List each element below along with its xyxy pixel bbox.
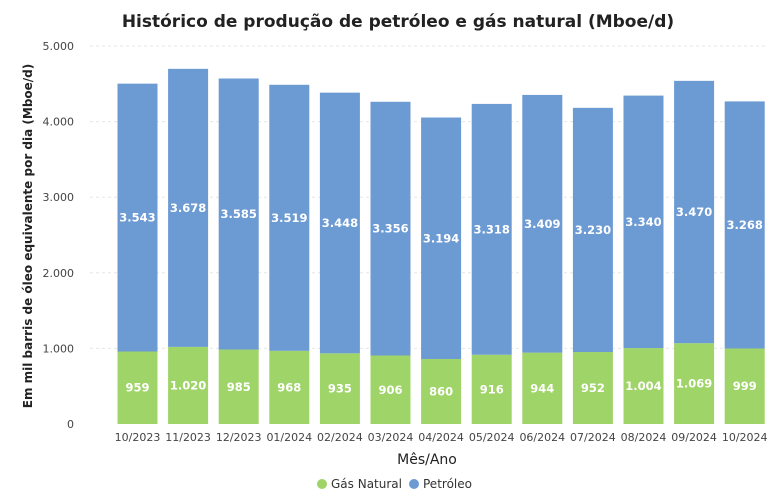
legend-label: Gás Natural (331, 477, 402, 491)
y-tick-label: 2.000 (43, 267, 75, 280)
bar-petroleo (370, 101, 411, 356)
bar-petroleo (421, 117, 462, 359)
x-tick-label: 10/2024 (722, 431, 768, 444)
data-label-gas-natural: 1.020 (170, 378, 206, 392)
data-label-gas-natural: 999 (733, 379, 757, 393)
y-tick-label: 3.000 (43, 191, 75, 204)
data-label-gas-natural: 906 (378, 383, 402, 397)
chart-title: Histórico de produção de petróleo e gás … (122, 12, 674, 32)
bar-gas-natural (370, 355, 411, 424)
x-tick-label: 05/2024 (469, 431, 515, 444)
data-label-petroleo: 3.409 (524, 217, 560, 231)
data-label-gas-natural: 916 (480, 382, 504, 396)
data-label-gas-natural: 968 (277, 380, 301, 394)
x-tick-label: 03/2024 (368, 431, 414, 444)
bar-petroleo (724, 101, 765, 349)
data-label-petroleo: 3.678 (170, 201, 206, 215)
data-label-petroleo: 3.356 (372, 222, 408, 236)
bars: 959 3.543 1.020 3.678 985 3.585 968 3.519 935 3.4… (117, 68, 765, 424)
bar-gas-natural (674, 343, 715, 424)
x-tick-label: 08/2024 (621, 431, 667, 444)
bar-petroleo (572, 107, 613, 353)
legend-label: Petróleo (423, 477, 472, 491)
data-label-gas-natural: 985 (227, 380, 251, 394)
bar-gas-natural (421, 358, 462, 424)
x-tick-label: 09/2024 (671, 431, 717, 444)
bar-petroleo (117, 83, 158, 352)
data-label-gas-natural: 860 (429, 384, 453, 398)
legend-marker (317, 479, 327, 489)
data-label-gas-natural: 959 (125, 381, 149, 395)
data-label-petroleo: 3.448 (322, 216, 358, 230)
bar-petroleo (623, 95, 664, 349)
data-label-petroleo: 3.230 (575, 223, 611, 237)
data-label-gas-natural: 944 (530, 381, 554, 395)
data-label-gas-natural: 1.004 (625, 379, 661, 393)
x-tick-label: 06/2024 (519, 431, 565, 444)
bar-petroleo (674, 80, 715, 344)
data-label-gas-natural: 1.069 (676, 377, 712, 391)
data-label-petroleo: 3.194 (423, 231, 459, 245)
bar-gas-natural (724, 348, 765, 424)
data-label-gas-natural: 952 (581, 381, 605, 395)
y-tick-label: 0 (67, 418, 74, 431)
bar-gas-natural (572, 352, 613, 424)
bar-gas-natural (269, 350, 310, 424)
y-axis-label: Em mil barris de óleo equivalente por di… (21, 64, 35, 408)
data-label-petroleo: 3.318 (474, 222, 510, 236)
x-tick-labels: 10/2023 11/2023 12/2023 01/2024 02/2024 03/20… (115, 431, 768, 444)
legend-marker (409, 479, 419, 489)
x-tick-label: 01/2024 (266, 431, 312, 444)
data-label-petroleo: 3.268 (727, 218, 763, 232)
x-axis-label: Mês/Ano (397, 452, 457, 468)
x-tick-label: 04/2024 (418, 431, 464, 444)
bar-gas-natural (218, 349, 259, 424)
bar-gas-natural (168, 346, 209, 424)
bar-gas-natural (623, 348, 664, 424)
bar-gas-natural (471, 354, 512, 424)
data-label-petroleo: 3.519 (271, 211, 307, 225)
x-tick-label: 12/2023 (216, 431, 262, 444)
bar-petroleo (319, 92, 360, 354)
x-tick-label: 07/2024 (570, 431, 616, 444)
bar-petroleo (218, 78, 259, 350)
bar-petroleo (269, 84, 310, 351)
bar-gas-natural (117, 351, 158, 424)
y-tick-label: 4.000 (43, 116, 75, 129)
x-tick-label: 10/2023 (115, 431, 161, 444)
bar-petroleo (471, 103, 512, 355)
data-label-petroleo: 3.543 (119, 211, 155, 225)
data-label-petroleo: 3.470 (676, 205, 712, 219)
bar-gas-natural (522, 352, 563, 424)
bar-petroleo (522, 94, 563, 353)
y-tick-label: 1.000 (43, 342, 75, 355)
data-label-petroleo: 3.585 (221, 207, 257, 221)
bar-petroleo (168, 68, 209, 347)
y-tick-labels: 0 1.000 2.000 3.000 4.000 5.000 (43, 40, 75, 431)
y-tick-label: 5.000 (43, 40, 75, 53)
x-tick-label: 02/2024 (317, 431, 363, 444)
legend: Gás Natural Petróleo (317, 477, 472, 491)
x-tick-label: 11/2023 (165, 431, 211, 444)
data-label-gas-natural: 935 (328, 382, 352, 396)
data-label-petroleo: 3.340 (625, 215, 661, 229)
bar-gas-natural (319, 353, 360, 424)
